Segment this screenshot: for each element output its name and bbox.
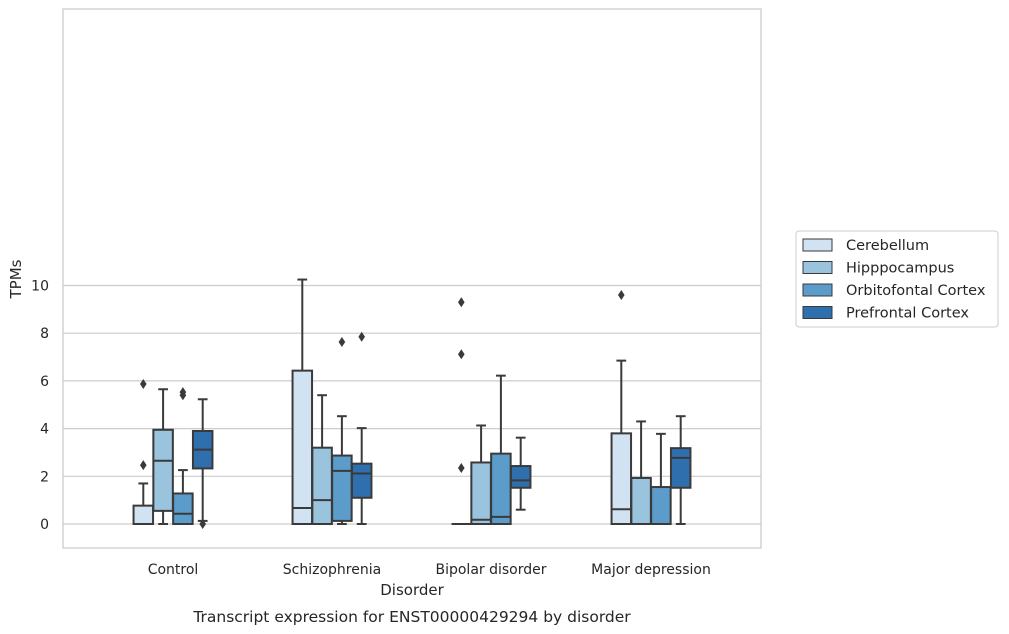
outlier-point: [458, 297, 465, 308]
y-tick-label: 10: [31, 279, 49, 295]
box-group: [331, 337, 353, 525]
box-group: [470, 424, 492, 526]
box: [610, 432, 633, 525]
box-group: [610, 290, 633, 525]
y-tick-label: 8: [40, 326, 49, 342]
outlier-point: [140, 460, 147, 471]
box-group: [172, 387, 194, 525]
x-tick-label: Schizophrenia: [283, 562, 381, 578]
box: [172, 492, 194, 525]
legend-label: Cerebellum: [846, 238, 929, 254]
box-group: [350, 331, 373, 525]
legend-swatch: [802, 238, 833, 252]
box: [331, 454, 353, 522]
outlier-point: [179, 387, 187, 398]
box-group: [152, 388, 174, 525]
legend-swatch: [802, 283, 833, 297]
box: [291, 369, 314, 525]
box-group: [132, 379, 155, 525]
y-tick-label: 2: [40, 469, 49, 485]
box-group: [451, 297, 472, 525]
box-group: [509, 436, 532, 511]
x-tick-labels: Control Schizophrenia Bipolar disorder Majo…: [148, 562, 711, 578]
box: [311, 446, 333, 525]
y-tick-label: 6: [40, 374, 49, 390]
legend-label: Hipppocampus: [846, 261, 954, 277]
outlier-point: [140, 379, 147, 390]
legend-label: Orbitofontal Cortex: [846, 283, 986, 299]
box: [132, 504, 155, 525]
box-group: [669, 415, 692, 525]
outlier-point: [338, 337, 346, 348]
outlier-point: [618, 290, 625, 301]
outlier-point: [458, 349, 465, 360]
box: [509, 465, 532, 489]
box: [350, 462, 373, 499]
chart-caption: Transcript expression for ENST0000042929…: [192, 608, 631, 626]
y-tick-label: 4: [40, 422, 49, 438]
box: [490, 452, 512, 525]
legend-label: Prefrontal Cortex: [846, 306, 969, 322]
outlier-point: [199, 519, 206, 529]
x-tick-label: Control: [148, 562, 199, 578]
box-group: [191, 398, 214, 529]
box: [669, 447, 692, 489]
x-tick-label: Bipolar disorder: [435, 562, 546, 578]
box-group: [630, 420, 652, 526]
outlier-point: [358, 331, 365, 342]
legend-frame: [795, 230, 999, 328]
box: [152, 428, 174, 512]
plot-frame: [62, 8, 762, 549]
box: [650, 486, 672, 525]
legend-swatch: [802, 306, 833, 319]
x-axis-title: Disorder: [380, 581, 444, 599]
box-layer: [132, 278, 692, 529]
legend: Cerebellum Hipppocampus Orbitofontal Corte…: [795, 230, 999, 328]
y-axis-title: TPMs: [7, 259, 25, 299]
outlier-point: [458, 462, 465, 473]
y-tick-label: 0: [40, 517, 49, 533]
x-tick-label: Major depression: [591, 562, 711, 578]
y-tick-labels: 0 2 4 6 8 10: [31, 279, 49, 534]
legend-swatch: [802, 261, 833, 274]
box-group: [311, 394, 333, 525]
box-group: [490, 374, 512, 525]
box: [470, 461, 492, 526]
box-group: [650, 432, 672, 525]
box-group: [291, 278, 314, 525]
box: [630, 476, 652, 526]
